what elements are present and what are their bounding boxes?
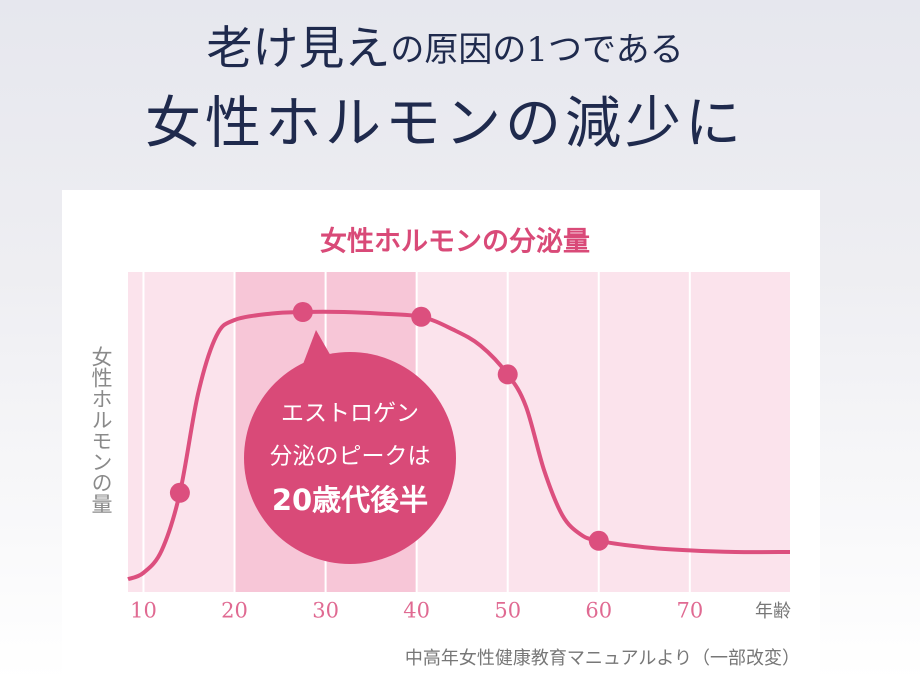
peak-marker bbox=[411, 306, 432, 327]
peak-marker bbox=[292, 302, 313, 322]
callout-line: 分泌のピークは bbox=[270, 444, 431, 470]
heading-strong: 老け見え bbox=[206, 21, 390, 75]
heading-rest: の原因の1つである bbox=[390, 30, 683, 70]
source-note: 中高年女性健康教育マニュアルより（一部改変） bbox=[405, 648, 800, 669]
x-tick-label: 50 bbox=[494, 599, 521, 623]
x-axis-label: 年齢 bbox=[755, 601, 791, 622]
x-tick-label: 10 bbox=[130, 599, 157, 623]
peak-marker bbox=[588, 530, 609, 551]
x-tick-label: 60 bbox=[585, 599, 612, 623]
chart-title: 女性ホルモンの分泌量 bbox=[320, 226, 590, 258]
heading-line-2: 女性ホルモンの減少に bbox=[145, 92, 745, 157]
callout-bubble bbox=[244, 352, 456, 564]
x-tick-label: 40 bbox=[403, 599, 430, 623]
callout-line: エストロゲン bbox=[281, 401, 419, 427]
x-tick-label: 70 bbox=[676, 599, 703, 623]
y-axis-label: 女性ホルモンの量 bbox=[89, 346, 113, 514]
x-tick-label: 30 bbox=[312, 599, 339, 623]
peak-marker bbox=[169, 482, 190, 503]
heading-line-1: 老け見えの原因の1つである bbox=[206, 21, 683, 75]
callout-emphasis: 20歳代後半 bbox=[272, 483, 428, 517]
x-tick-label: 20 bbox=[221, 599, 248, 623]
peak-marker bbox=[497, 364, 518, 385]
